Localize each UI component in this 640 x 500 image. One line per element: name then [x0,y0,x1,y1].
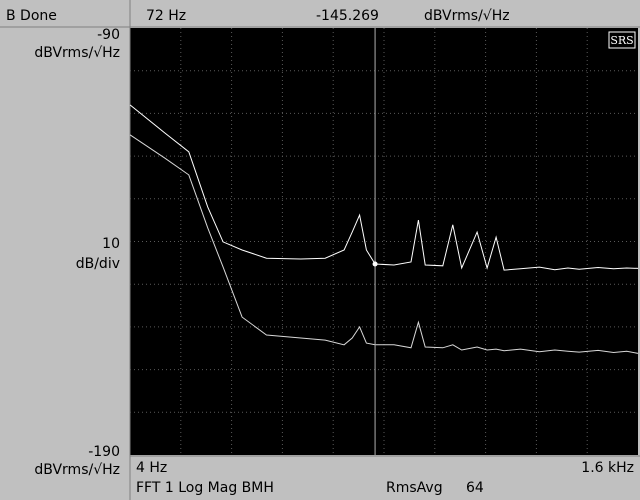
trace [129,134,639,354]
marker-unit: dBVrms/√Hz [424,8,510,24]
y-unit: dBVrms/√Hz [34,45,120,61]
x-tick-label: 4 Hz [136,460,167,476]
y-tick-label: -190 [88,444,120,460]
averaging-count: 64 [466,480,484,496]
logo-box [608,31,636,49]
marker-value: -145.269 [316,8,379,24]
scale-per-div: 10 [102,236,120,252]
averaging-label: RmsAvg [386,480,443,496]
x-tick-label: 1.6 kHz [581,460,634,476]
logo: SRS [610,34,633,47]
y-unit: dBVrms/√Hz [34,462,120,478]
marker-x: 72 Hz [146,8,186,24]
trace-label: FFT 1 Log Mag BMH [136,480,274,496]
scale-unit: dB/div [76,256,120,272]
trace [129,104,639,271]
status: B Done [6,8,57,24]
grid [130,28,638,455]
y-tick-label: -90 [97,27,120,43]
marker-dot [372,261,378,267]
